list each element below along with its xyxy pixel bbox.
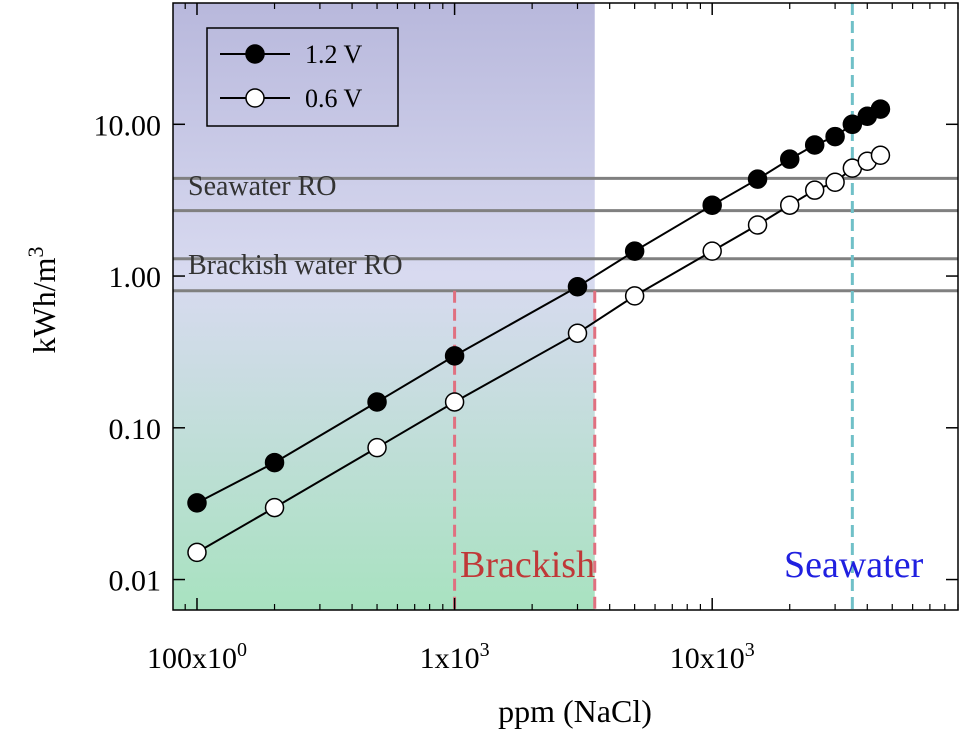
data-point	[702, 241, 722, 261]
data-point	[779, 195, 800, 215]
plot-frame	[172, 2, 959, 611]
data-point	[264, 452, 285, 473]
annotation: Brackish	[460, 544, 595, 586]
x-tick-label-base: 10x10	[670, 642, 745, 675]
data-point	[825, 126, 845, 147]
x-tick-label: 100x100	[147, 639, 247, 675]
annotation: Seawater RO	[188, 171, 337, 202]
legend-marker	[245, 44, 265, 64]
data-point	[702, 195, 722, 215]
x-tick-label: 1x103	[420, 639, 490, 675]
x-axis-label: ppm (NaCl)	[498, 693, 652, 729]
legend-label: 1.2 V	[305, 40, 363, 69]
legend-marker	[245, 88, 265, 108]
data-point	[804, 135, 825, 155]
x-tick-label-base: 1x10	[420, 642, 480, 675]
y-label-text: kWh/m	[26, 257, 62, 353]
data-point	[367, 437, 387, 458]
y-axis-label: kWh/m3	[23, 247, 62, 354]
data-point	[624, 241, 645, 261]
data-point	[747, 215, 768, 235]
data-point	[779, 149, 800, 169]
data-point	[264, 497, 285, 518]
data-point	[367, 392, 387, 412]
annotation: Brackish water RO	[188, 250, 403, 281]
data-point	[804, 180, 825, 200]
data-point	[567, 323, 588, 343]
data-point	[870, 145, 891, 166]
data-point	[870, 99, 891, 119]
annotation: Seawater	[784, 544, 924, 586]
y-tick-label: 1.00	[109, 261, 162, 294]
shaded-region	[173, 3, 595, 610]
y-tick-label: 10.00	[94, 109, 162, 142]
data-point	[444, 392, 465, 412]
x-tick-label-exp: 3	[480, 639, 490, 661]
x-tick-label-base: 100x10	[147, 642, 237, 675]
legend-box	[206, 27, 399, 127]
data-point	[747, 169, 768, 189]
data-point	[842, 114, 863, 135]
y-tick-label: 0.01	[109, 565, 162, 598]
data-point	[567, 277, 588, 297]
data-point	[825, 172, 845, 193]
x-tick-label: 10x103	[670, 639, 755, 675]
y-tick-label: 0.10	[109, 413, 162, 446]
data-point	[187, 493, 207, 513]
data-point	[624, 286, 645, 306]
data-point	[444, 346, 465, 366]
data-point	[187, 542, 207, 563]
x-tick-label-exp: 0	[237, 639, 247, 661]
x-tick-label-exp: 3	[745, 639, 755, 661]
y-label-sup: 3	[23, 247, 48, 258]
legend-label: 0.6 V	[305, 84, 363, 113]
